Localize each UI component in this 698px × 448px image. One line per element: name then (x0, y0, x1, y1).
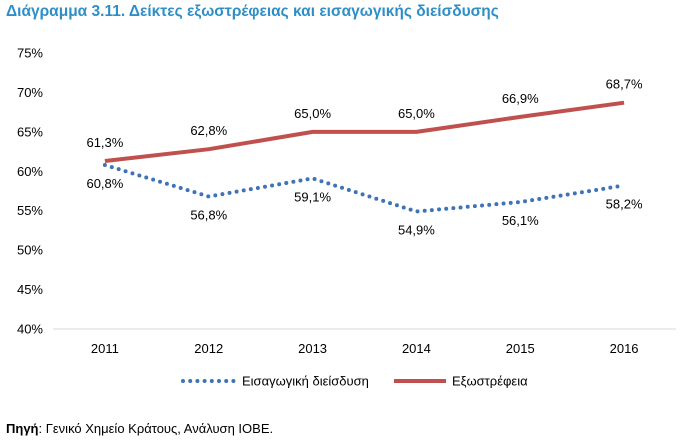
data-label: 59,1% (294, 189, 331, 204)
x-tick-label: 2014 (402, 341, 431, 356)
legend-label: Εισαγωγική διείσδυση (242, 374, 369, 389)
legend: Εισαγωγική διείσδυση Εξωστρέφεια (181, 374, 528, 389)
y-tick-label: 75% (17, 46, 43, 61)
y-tick-label: 70% (17, 85, 43, 100)
legend-label: Εξωστρέφεια (452, 374, 528, 389)
data-label: 58,2% (606, 196, 643, 211)
series-lines (102, 100, 627, 214)
source-note: Πηγή: Γενικό Χημείο Κράτους, Ανάλυση ΙΟΒ… (6, 421, 273, 436)
y-tick-label: 50% (17, 243, 43, 258)
export-orientation-line (104, 100, 625, 163)
source-text: : Γενικό Χημείο Κράτους, Ανάλυση ΙΟΒΕ. (38, 421, 274, 436)
x-tick-label: 2012 (194, 341, 223, 356)
axes: 40% 45% 50% 55% 60% 65% 70% 75% 2011 2012 2013 2014… (17, 46, 676, 356)
x-tick-label: 2011 (91, 341, 119, 356)
data-label: 60,8% (86, 176, 123, 191)
x-tick-label: 2013 (298, 341, 327, 356)
data-label: 66,9% (502, 91, 539, 106)
data-label: 56,1% (502, 213, 539, 228)
data-label: 61,3% (86, 135, 123, 150)
y-tick-label: 60% (17, 164, 43, 179)
data-labels: 60,8% 56,8% 59,1% 54,9% 56,1% 58,2% 61,3% 62,8%… (86, 77, 642, 238)
data-label: 65,0% (398, 106, 435, 121)
data-label: 54,9% (398, 223, 435, 238)
x-tick-label: 2016 (610, 341, 639, 356)
data-label: 65,0% (294, 106, 331, 121)
source-label: Πηγή (6, 421, 39, 436)
y-tick-label: 55% (17, 203, 43, 218)
data-label: 62,8% (190, 123, 227, 138)
import-penetration-line (102, 163, 627, 214)
y-tick-label: 40% (17, 322, 43, 337)
chart-title: Διάγραμμα 3.11. Δείκτες εξωστρέφειας και… (6, 3, 499, 20)
data-label: 56,8% (190, 208, 227, 223)
x-tick-label: 2015 (506, 341, 535, 356)
y-tick-label: 65% (17, 124, 43, 139)
data-label: 68,7% (606, 77, 643, 92)
y-tick-label: 45% (17, 282, 43, 297)
